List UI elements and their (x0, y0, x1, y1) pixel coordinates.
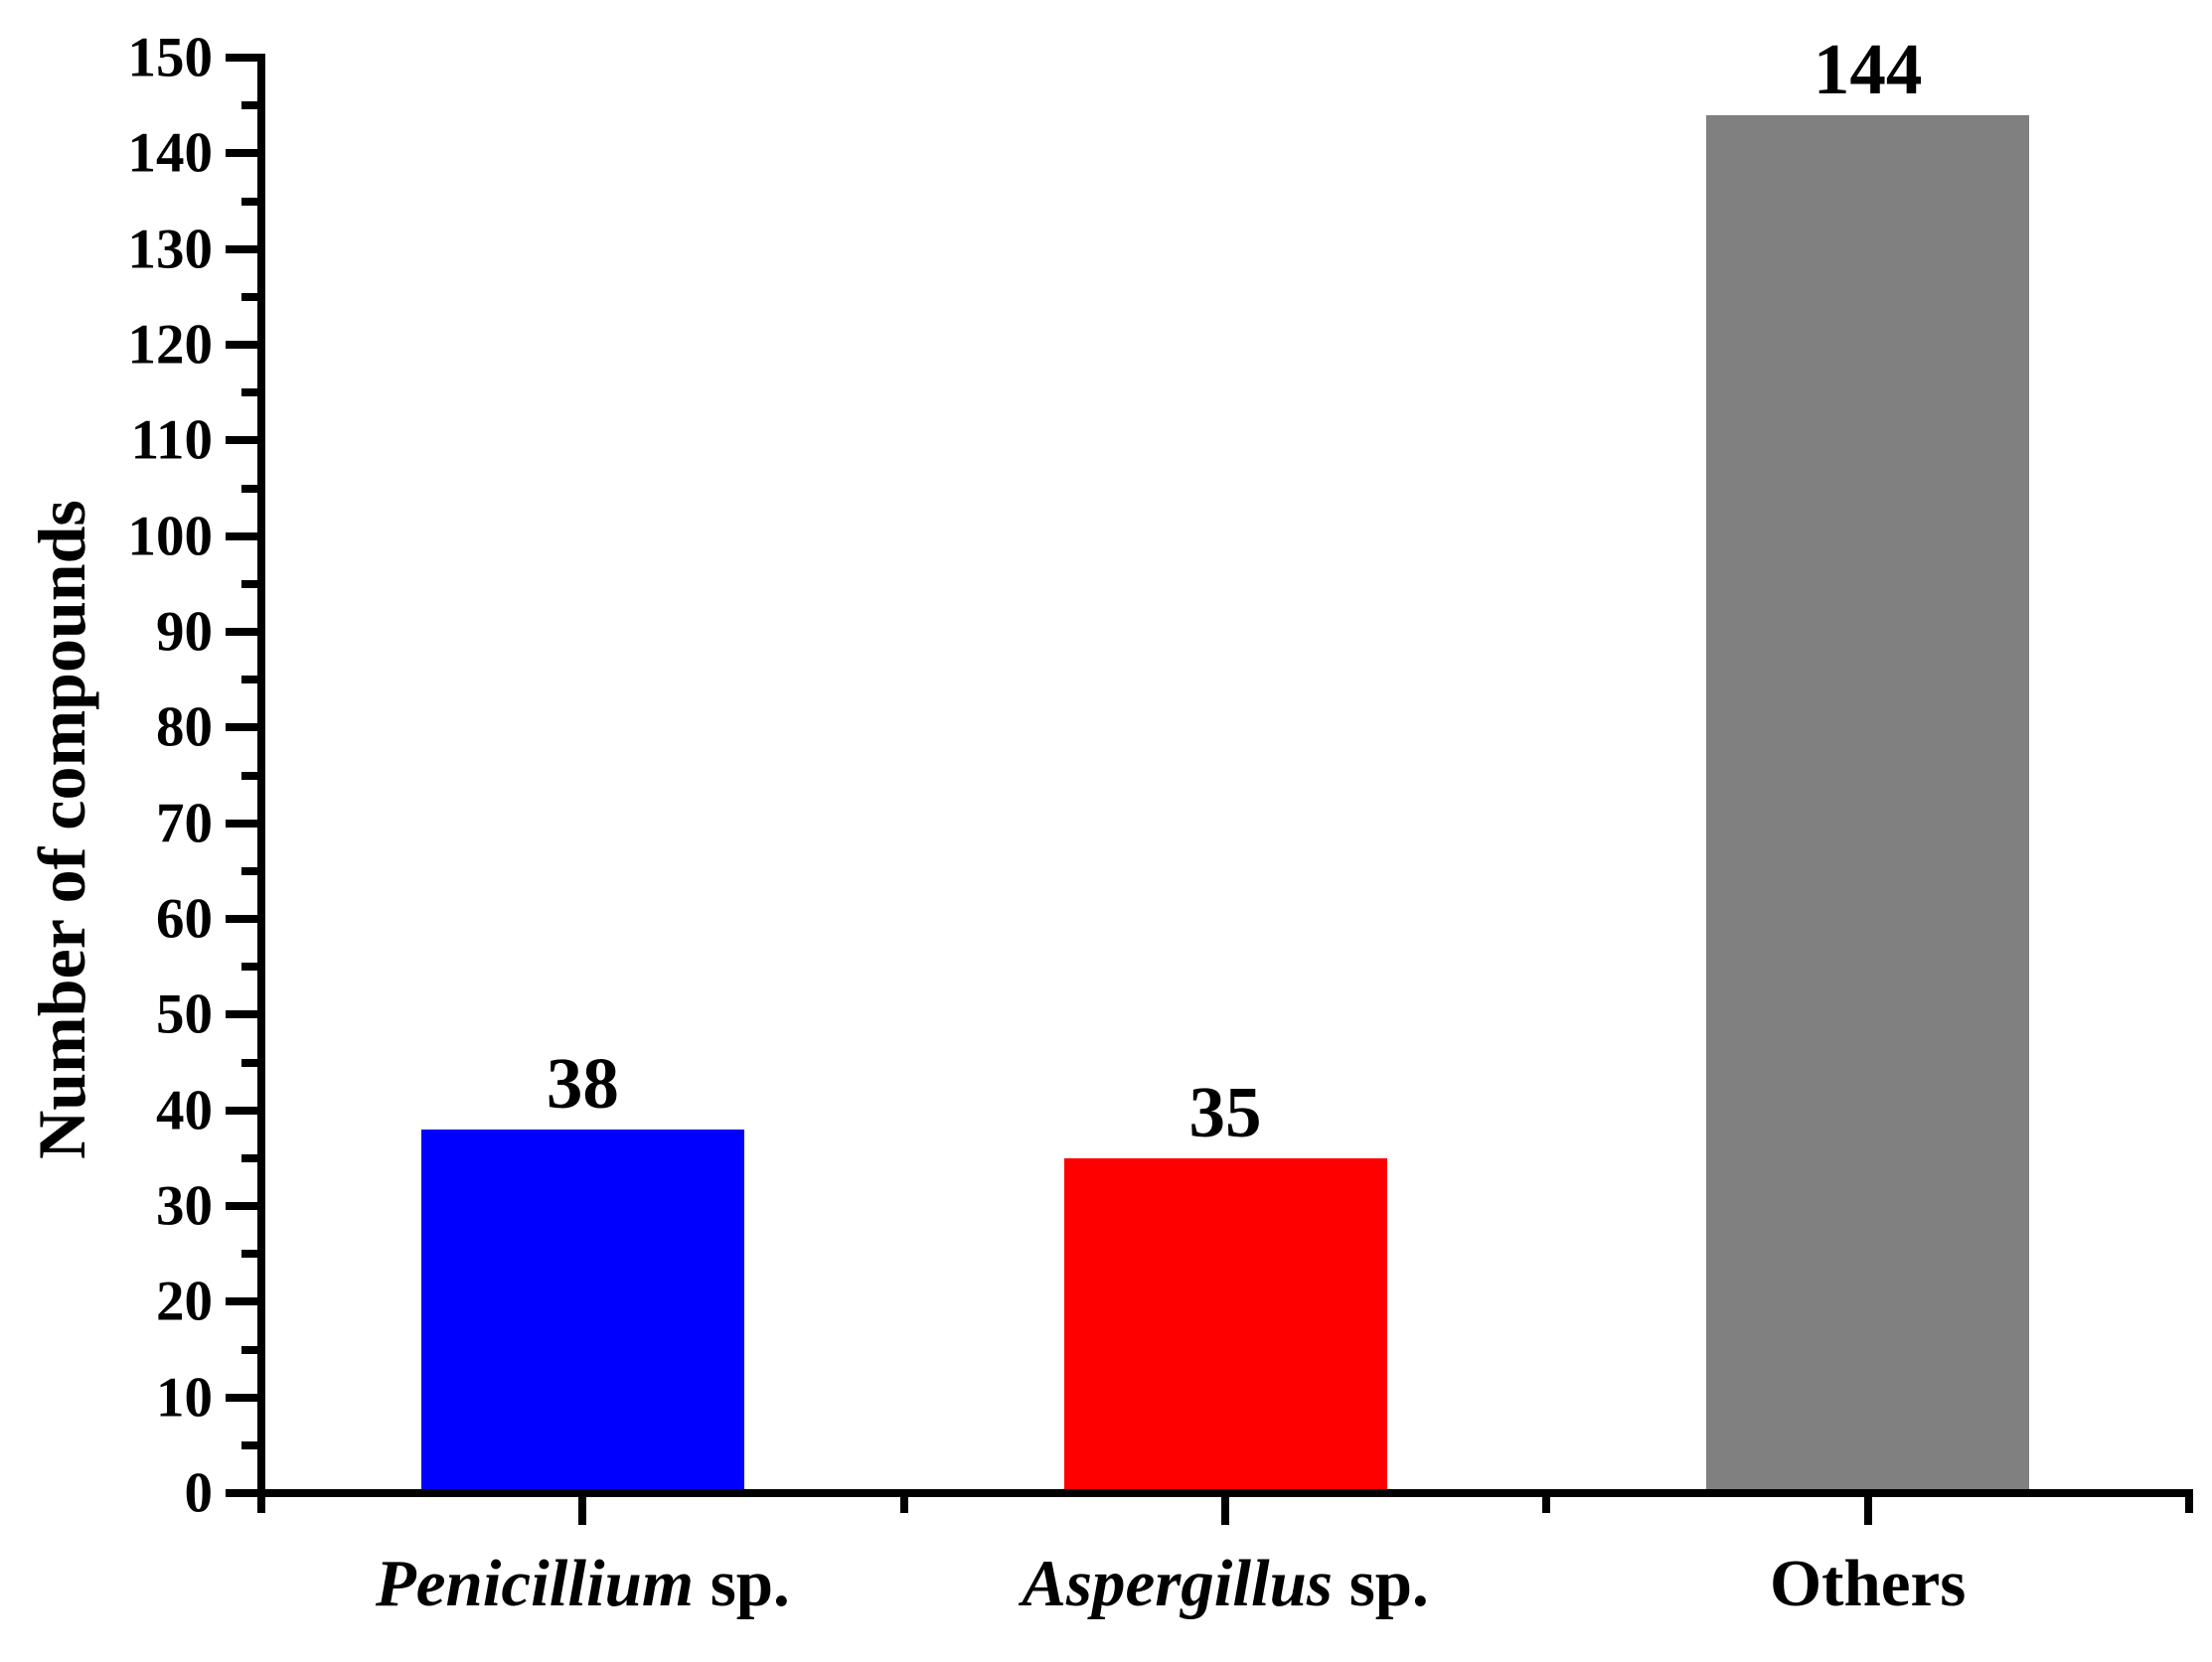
y-axis-tick-label: 140 (127, 121, 214, 185)
y-axis-tick-label: 30 (156, 1174, 213, 1238)
y-axis-major-tick (226, 1489, 261, 1497)
bar-value-label: 35 (1188, 1071, 1262, 1152)
y-axis-minor-tick (241, 1440, 261, 1449)
bar (420, 1129, 744, 1493)
y-axis-tick-label: 130 (127, 218, 214, 281)
y-axis-minor-tick (241, 101, 261, 110)
y-axis-minor-tick (241, 1058, 261, 1067)
y-axis-minor-tick (241, 292, 261, 301)
y-axis-major-tick (226, 531, 261, 540)
y-axis-major-tick (226, 436, 261, 445)
y-axis-tick-label: 100 (127, 505, 214, 568)
y-axis-tick-label: 90 (156, 600, 213, 664)
y-axis-minor-tick (241, 676, 261, 684)
y-axis-major-tick (226, 1010, 261, 1019)
x-category-label: Penicillium sp. (375, 1547, 790, 1620)
bar (1063, 1157, 1387, 1493)
y-axis-minor-tick (241, 866, 261, 875)
y-axis-minor-tick (241, 1250, 261, 1259)
y-axis-major-tick (226, 1297, 261, 1306)
y-axis-tick-label: 0 (184, 1461, 214, 1525)
y-axis-tick-label: 10 (156, 1366, 213, 1430)
bar-value-label: 38 (546, 1042, 619, 1124)
y-axis-minor-tick (241, 1345, 261, 1354)
bar (1706, 114, 2030, 1493)
y-axis-tick-label: 150 (127, 26, 214, 89)
y-axis-tick-label: 40 (156, 1079, 213, 1142)
y-axis-tick-label: 80 (156, 695, 213, 759)
y-axis-tick-label: 50 (156, 982, 213, 1046)
x-axis-minor-tick (1542, 1493, 1551, 1513)
y-axis-minor-tick (241, 771, 261, 780)
y-axis-tick-label: 110 (130, 408, 213, 472)
y-axis-major-tick (226, 54, 261, 62)
x-axis-minor-tick (899, 1493, 908, 1513)
x-axis-major-tick (578, 1493, 587, 1525)
y-axis-major-tick (226, 1202, 261, 1210)
bar-value-label: 144 (1813, 28, 1923, 109)
y-axis-tick-label: 20 (156, 1270, 213, 1333)
x-axis-major-tick (1221, 1493, 1229, 1525)
x-axis-line (257, 1489, 2193, 1497)
y-axis-minor-tick (241, 388, 261, 397)
y-axis-major-tick (226, 1106, 261, 1115)
y-axis-major-tick (226, 1393, 261, 1402)
y-axis-minor-tick (241, 963, 261, 972)
y-axis-minor-tick (241, 484, 261, 493)
y-axis-major-tick (226, 723, 261, 732)
x-category-label: Others (1770, 1547, 1967, 1620)
y-axis-minor-tick (241, 1153, 261, 1162)
y-axis-tick-label: 120 (127, 313, 214, 377)
x-axis-major-tick (1863, 1493, 1872, 1525)
y-axis-tick-label: 60 (156, 887, 213, 951)
y-axis-major-tick (226, 628, 261, 636)
y-axis-major-tick (226, 244, 261, 253)
y-axis-tick-label: 70 (156, 792, 213, 855)
y-axis-minor-tick (241, 197, 261, 206)
y-axis-major-tick (226, 149, 261, 158)
y-axis-major-tick (226, 819, 261, 828)
y-axis-major-tick (226, 915, 261, 923)
y-axis-minor-tick (241, 579, 261, 588)
y-axis-line (257, 54, 265, 1513)
x-category-label: Aspergillus sp. (1022, 1547, 1429, 1620)
y-axis-major-tick (226, 341, 261, 349)
x-axis-minor-tick (2185, 1493, 2193, 1513)
